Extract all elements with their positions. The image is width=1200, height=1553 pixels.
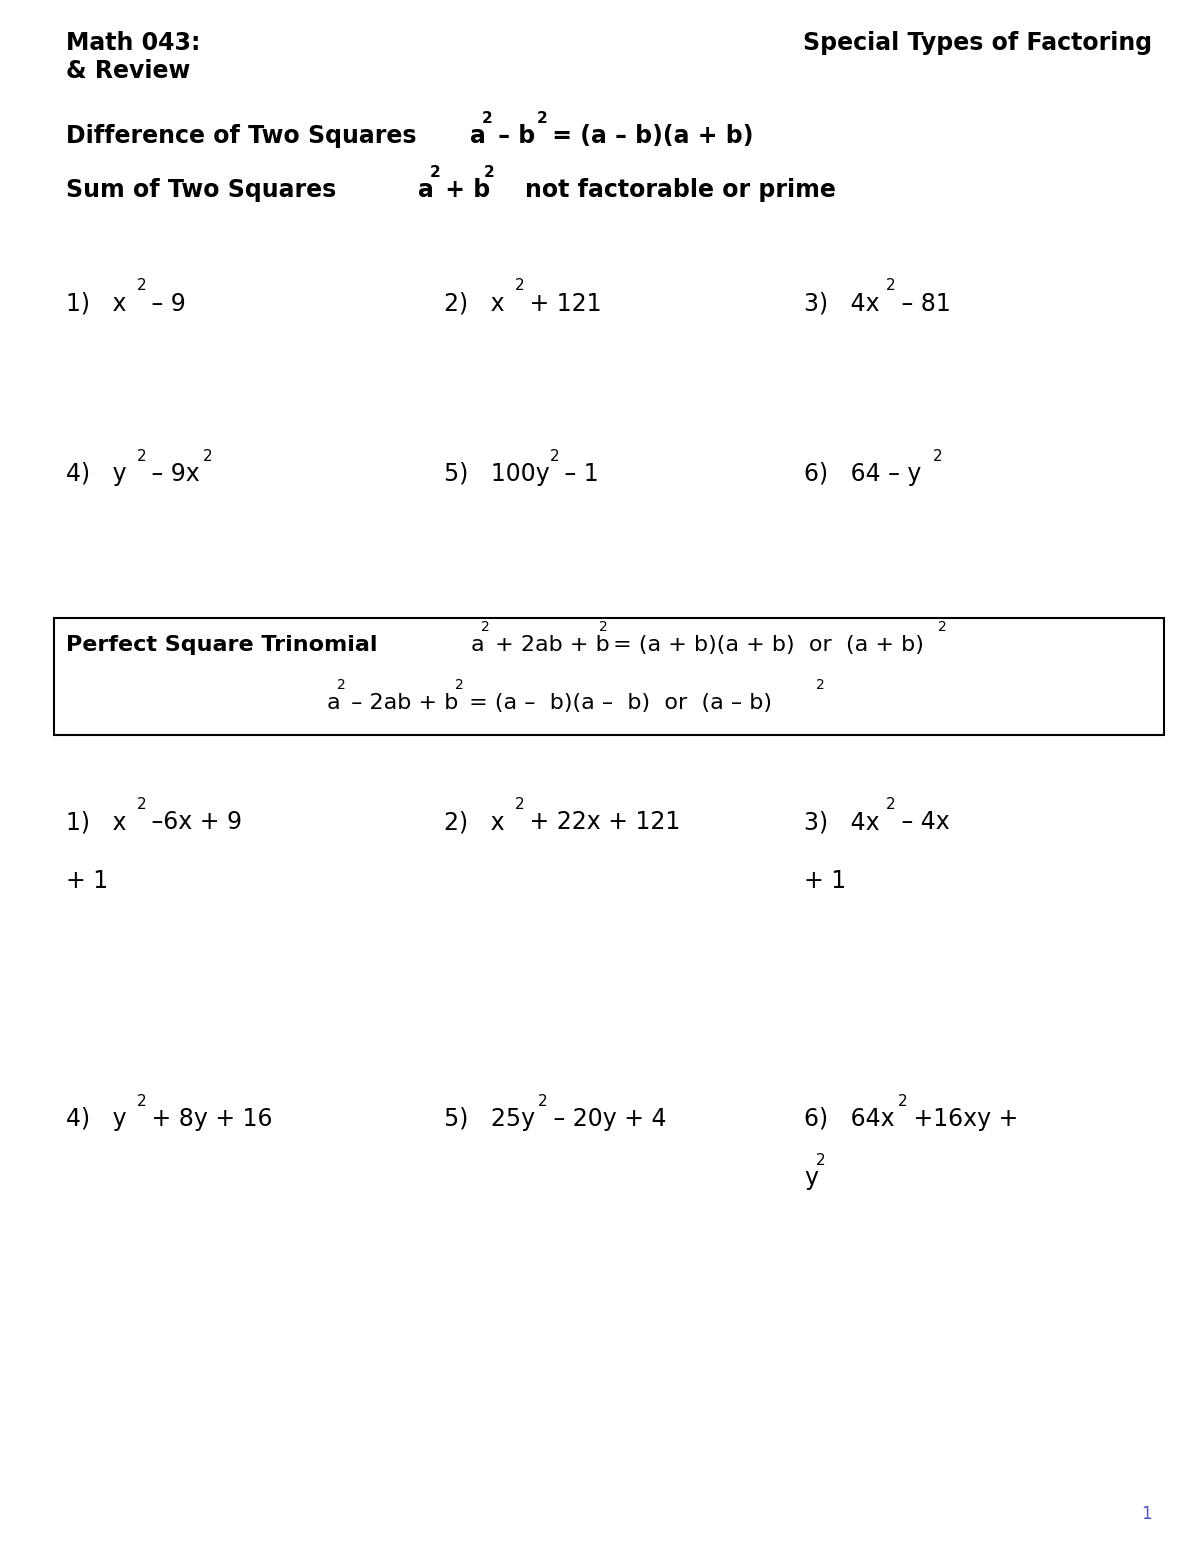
Text: – 4x: – 4x xyxy=(894,811,949,834)
Text: a: a xyxy=(470,124,486,148)
Text: + 2ab + b: + 2ab + b xyxy=(488,635,610,655)
Text: 2: 2 xyxy=(887,278,896,294)
Text: 2)   x: 2) x xyxy=(444,292,505,315)
Text: Math 043:: Math 043: xyxy=(66,31,200,54)
Text: 2: 2 xyxy=(337,677,347,691)
Text: + b: + b xyxy=(437,179,491,202)
Text: 2: 2 xyxy=(481,620,491,634)
Text: –6x + 9: –6x + 9 xyxy=(144,811,242,834)
Text: – 81: – 81 xyxy=(894,292,950,315)
Text: 5)   25y: 5) 25y xyxy=(444,1107,535,1131)
Text: Sum of Two Squares: Sum of Two Squares xyxy=(66,179,361,202)
Text: 2: 2 xyxy=(599,620,608,634)
Text: – 20y + 4: – 20y + 4 xyxy=(546,1107,666,1131)
Text: 2: 2 xyxy=(482,110,493,126)
Text: + 1: + 1 xyxy=(66,870,108,893)
Text: Special Types of Factoring: Special Types of Factoring xyxy=(803,31,1152,54)
Text: 6)   64x: 6) 64x xyxy=(804,1107,895,1131)
Text: 2: 2 xyxy=(816,677,824,691)
Text: 2: 2 xyxy=(515,278,524,294)
Text: 1)   x: 1) x xyxy=(66,811,126,834)
Text: 2: 2 xyxy=(536,110,547,126)
Bar xyxy=(54,618,1164,735)
Text: 6)   64 – y: 6) 64 – y xyxy=(804,463,922,486)
Text: a: a xyxy=(326,693,340,713)
Text: 2)   x: 2) x xyxy=(444,811,505,834)
Text: 1)   x: 1) x xyxy=(66,292,126,315)
Text: = (a –  b)(a –  b)  or  (a – b): = (a – b)(a – b) or (a – b) xyxy=(462,693,772,713)
Text: a: a xyxy=(418,179,433,202)
Text: 2: 2 xyxy=(550,449,559,464)
Text: – b: – b xyxy=(490,124,535,148)
Text: 2: 2 xyxy=(203,449,212,464)
Text: 2: 2 xyxy=(887,797,896,812)
Text: 2: 2 xyxy=(816,1152,826,1168)
Text: & Review: & Review xyxy=(66,59,191,82)
Text: + 8y + 16: + 8y + 16 xyxy=(144,1107,272,1131)
Text: +16xy +: +16xy + xyxy=(906,1107,1018,1131)
Text: 3)   4x: 3) 4x xyxy=(804,292,880,315)
Text: + 121: + 121 xyxy=(522,292,601,315)
Text: 2: 2 xyxy=(484,165,494,180)
Text: – 2ab + b: – 2ab + b xyxy=(344,693,458,713)
Text: + 22x + 121: + 22x + 121 xyxy=(522,811,680,834)
Text: 2: 2 xyxy=(898,1093,907,1109)
Text: 2: 2 xyxy=(938,620,947,634)
Text: 2: 2 xyxy=(137,449,146,464)
Text: 2: 2 xyxy=(137,1093,146,1109)
Text: 2: 2 xyxy=(934,449,943,464)
Text: = (a – b)(a + b): = (a – b)(a + b) xyxy=(545,124,754,148)
Text: 4)   y: 4) y xyxy=(66,1107,127,1131)
Text: 2: 2 xyxy=(430,165,440,180)
Text: Difference of Two Squares: Difference of Two Squares xyxy=(66,124,442,148)
Text: not factorable or prime: not factorable or prime xyxy=(492,179,835,202)
Text: 2: 2 xyxy=(538,1093,547,1109)
Text: a: a xyxy=(470,635,484,655)
Text: – 9: – 9 xyxy=(144,292,186,315)
Text: 1: 1 xyxy=(1141,1505,1152,1523)
Text: – 1: – 1 xyxy=(558,463,599,486)
Text: 2: 2 xyxy=(515,797,524,812)
Text: 2: 2 xyxy=(455,677,464,691)
Text: 4)   y: 4) y xyxy=(66,463,127,486)
Text: = (a + b)(a + b)  or  (a + b): = (a + b)(a + b) or (a + b) xyxy=(606,635,924,655)
Text: 2: 2 xyxy=(137,278,146,294)
Text: 3)   4x: 3) 4x xyxy=(804,811,880,834)
Text: Perfect Square Trinomial: Perfect Square Trinomial xyxy=(66,635,408,655)
Text: + 1: + 1 xyxy=(804,870,846,893)
Text: 2: 2 xyxy=(137,797,146,812)
Text: y: y xyxy=(804,1166,818,1190)
Text: 5)   100y: 5) 100y xyxy=(444,463,550,486)
Text: – 9x: – 9x xyxy=(144,463,200,486)
